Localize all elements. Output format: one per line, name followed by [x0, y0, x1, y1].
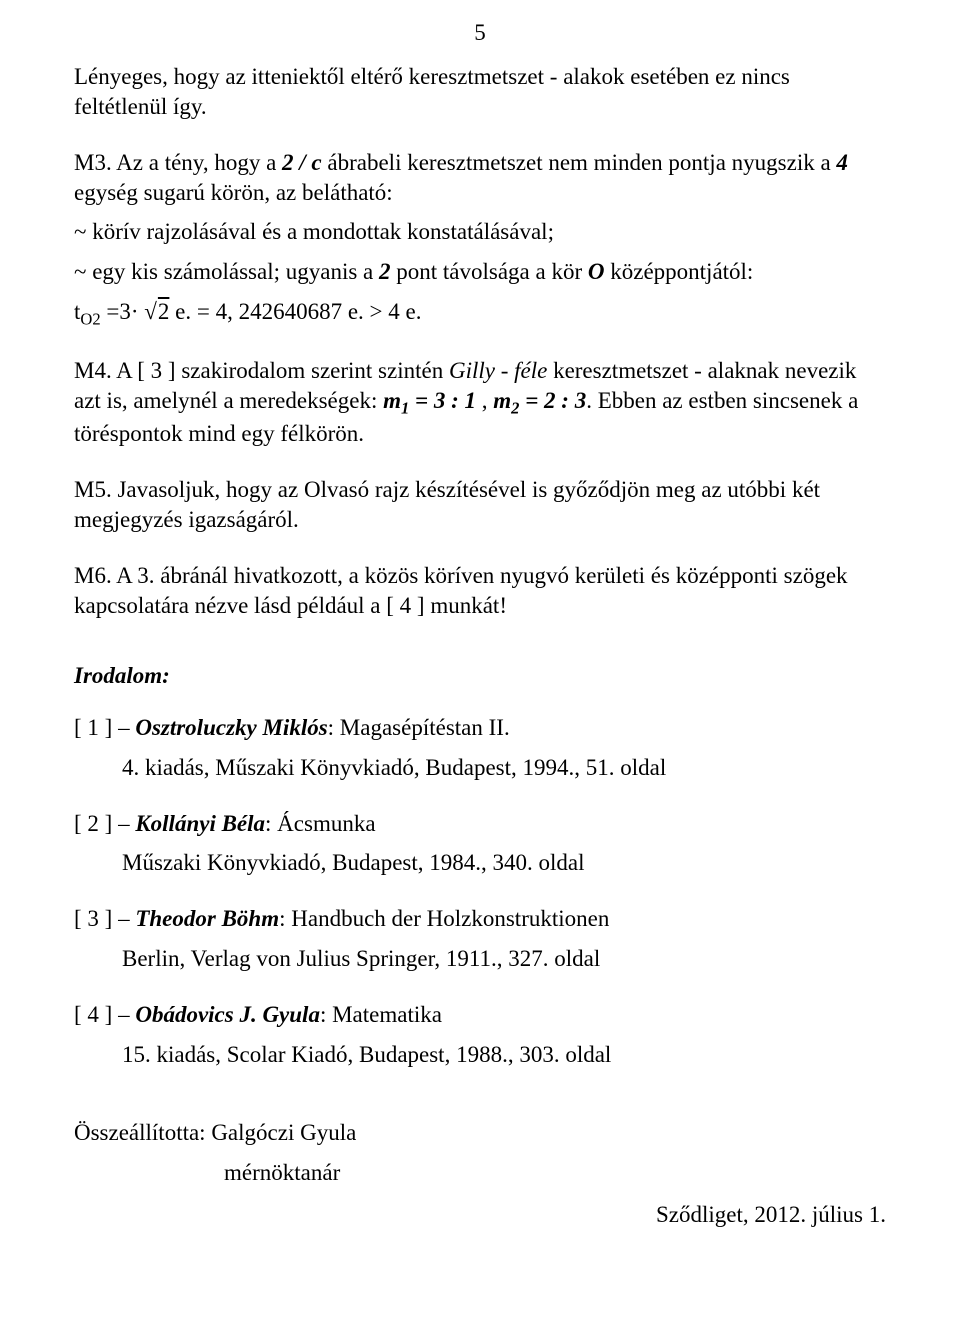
- ref-1-bracket: [ 1 ] –: [74, 715, 135, 740]
- ref-1-line1: [ 1 ] – Osztroluczky Miklós: Magasépítés…: [74, 713, 886, 743]
- ref-3-author: Theodor Böhm: [135, 906, 279, 931]
- irodalom-heading: Irodalom:: [74, 661, 886, 691]
- m3-two: 2: [379, 259, 391, 284]
- ref-3-title: : Handbuch der Holzkonstruktionen: [279, 906, 609, 931]
- ref-2-line1: [ 2 ] – Kollányi Béla: Ácsmunka: [74, 809, 886, 839]
- ref-4-line2: 15. kiadás, Scolar Kiadó, Budapest, 1988…: [74, 1040, 886, 1070]
- m3-bullet-2: ~ egy kis számolással; ugyanis a 2 pont …: [74, 257, 886, 287]
- ref-1: [ 1 ] – Osztroluczky Miklós: Magasépítés…: [74, 713, 886, 783]
- note-m4: M4. A [ 3 ] szakirodalom szerint szintén…: [74, 356, 886, 449]
- ref-4: [ 4 ] – Obádovics J. Gyula: Matematika 1…: [74, 1000, 886, 1070]
- note-m3: M3. Az a tény, hogy a 2 / c ábrabeli ker…: [74, 148, 886, 331]
- m3-four: 4: [836, 150, 848, 175]
- m3-b2c: középpontjától:: [605, 259, 754, 284]
- m3-b2b: pont távolsága a kör: [391, 259, 588, 284]
- m3-after-frac: ábrabeli keresztmetszet nem minden pontj…: [322, 150, 837, 175]
- ref-1-title: : Magasépítéstan II.: [328, 715, 510, 740]
- ref-2: [ 2 ] – Kollányi Béla: Ácsmunka Műszaki …: [74, 809, 886, 879]
- m3-body: M3. Az a tény, hogy a 2 / c ábrabeli ker…: [74, 148, 886, 208]
- m3-frac: 2 / c: [282, 150, 322, 175]
- ref-2-title: : Ácsmunka: [265, 811, 376, 836]
- paragraph-intro: Lényeges, hogy az itteniektől eltérő ker…: [74, 62, 886, 122]
- ref-3-line1: [ 3 ] – Theodor Böhm: Handbuch der Holzk…: [74, 904, 886, 934]
- m4-sep: ,: [476, 388, 493, 413]
- m4-body: M4. A [ 3 ] szakirodalom szerint szintén…: [74, 356, 886, 449]
- ref-3: [ 3 ] – Theodor Böhm: Handbuch der Holzk…: [74, 904, 886, 974]
- ref-4-bracket: [ 4 ] –: [74, 1002, 135, 1027]
- ref-4-line1: [ 4 ] – Obádovics J. Gyula: Matematika: [74, 1000, 886, 1030]
- ref-4-author: Obádovics J. Gyula: [135, 1002, 320, 1027]
- m3-rest: e. = 4, 242640687 e. > 4 e.: [169, 299, 421, 324]
- ref-2-bracket: [ 2 ] –: [74, 811, 135, 836]
- m4-lead: M4. A [ 3 ] szakirodalom szerint szintén: [74, 358, 449, 383]
- page-number: 5: [74, 18, 886, 48]
- place-date: Sződliget, 2012. július 1.: [74, 1200, 886, 1230]
- note-m5: M5. Javasoljuk, hogy az Olvasó rajz kész…: [74, 475, 886, 535]
- ref-3-line2: Berlin, Verlag von Julius Springer, 1911…: [74, 944, 886, 974]
- m3-bullet-1: ~ körív rajzolásával és a mondottak kons…: [74, 217, 886, 247]
- m4-m2: m: [493, 388, 511, 413]
- m3-sub: O2: [80, 310, 100, 329]
- m3-eq: =3·: [101, 299, 145, 324]
- intro-text: Lényeges, hogy az itteniektől eltérő ker…: [74, 62, 886, 122]
- bibliography-section: Irodalom: [ 1 ] – Osztroluczky Miklós: M…: [74, 661, 886, 1070]
- m3-lead: M3. Az a tény, hogy a: [74, 150, 282, 175]
- m3-O: O: [588, 259, 605, 284]
- m3-radical-icon: √: [144, 299, 157, 324]
- ref-3-bracket: [ 3 ] –: [74, 906, 135, 931]
- m4-eq1: = 3 : 1: [409, 388, 476, 413]
- m4-gilly: Gilly - féle: [449, 358, 547, 383]
- compiled-by: Összeállította: Galgóczi Gyula: [74, 1118, 886, 1148]
- note-m6: M6. A 3. ábránál hivatkozott, a közös kö…: [74, 561, 886, 621]
- m3-formula: tO2 =3· √2 e. = 4, 242640687 e. > 4 e.: [74, 297, 886, 330]
- m3-after-four: egység sugarú körön, az belátható:: [74, 180, 393, 205]
- ref-1-line2: 4. kiadás, Műszaki Könyvkiadó, Budapest,…: [74, 753, 886, 783]
- m4-eq2: = 2 : 3: [519, 388, 586, 413]
- m3-b2a: ~ egy kis számolással; ugyanis a: [74, 259, 379, 284]
- m3-sqrt: 2: [157, 297, 170, 327]
- ref-2-line2: Műszaki Könyvkiadó, Budapest, 1984., 340…: [74, 848, 886, 878]
- ref-4-title: : Matematika: [320, 1002, 442, 1027]
- m6-body: M6. A 3. ábránál hivatkozott, a közös kö…: [74, 561, 886, 621]
- ref-1-author: Osztroluczky Miklós: [135, 715, 327, 740]
- m5-body: M5. Javasoljuk, hogy az Olvasó rajz kész…: [74, 475, 886, 535]
- compiled-by-role: mérnöktanár: [74, 1158, 886, 1188]
- footer: Összeállította: Galgóczi Gyula mérnöktan…: [74, 1118, 886, 1230]
- m4-m1: m: [383, 388, 401, 413]
- ref-2-author: Kollányi Béla: [135, 811, 265, 836]
